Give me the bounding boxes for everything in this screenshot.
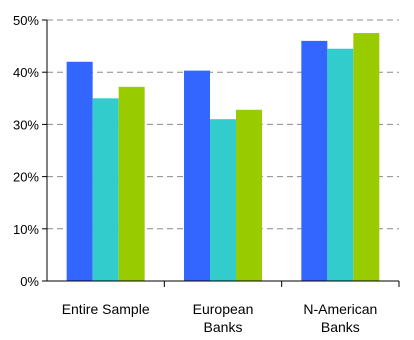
- bar-cat1-series1: [210, 119, 236, 282]
- y-tick-label-30: 30%: [13, 117, 39, 132]
- x-category-label-2-line1: Banks: [321, 319, 360, 335]
- bar-cat0-series2: [118, 86, 145, 281]
- y-axis-tick-labels: 0% 10% 20% 30% 40% 50%: [13, 13, 39, 289]
- bar-cat0-series1: [92, 98, 119, 281]
- bar-cat1-series2: [236, 109, 262, 281]
- bar-cat2-series2: [353, 33, 380, 281]
- bars: [66, 33, 380, 282]
- bar-cat2-series1: [327, 48, 354, 282]
- y-tick-label-10: 10%: [13, 222, 39, 237]
- axes: [42, 19, 400, 287]
- x-category-label-2-line0: N-American: [303, 301, 377, 317]
- y-tick-label-0: 0%: [20, 274, 39, 289]
- x-category-label-1-line0: European: [193, 301, 254, 317]
- y-tick-label-50: 50%: [13, 13, 39, 28]
- bar-cat1-series0: [184, 70, 210, 281]
- y-tick-label-40: 40%: [13, 65, 39, 80]
- x-category-label-1-line1: Banks: [204, 319, 243, 335]
- x-axis-category-labels: Entire Sample European Banks N-American Bank…: [62, 301, 378, 335]
- x-category-label-0-line0: Entire Sample: [62, 301, 150, 317]
- bar-cat2-series0: [301, 40, 328, 281]
- y-tick-label-20: 20%: [13, 170, 39, 185]
- bar-cat0-series0: [66, 61, 93, 282]
